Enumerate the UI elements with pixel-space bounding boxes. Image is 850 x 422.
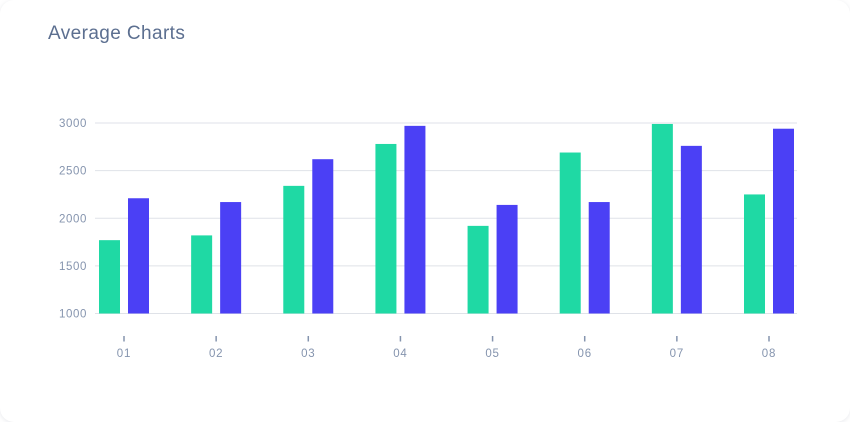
y-axis-label: 2000 [59,213,87,225]
bar-green-08[interactable] [744,194,765,314]
y-axis-label: 3000 [59,118,87,130]
bar-blue-05[interactable] [496,204,518,314]
x-axis-label: 03 [301,348,315,360]
x-axis-label: 02 [209,348,223,360]
y-axis-label: 1500 [59,261,87,273]
y-axis-label: 1000 [59,309,87,321]
x-axis-label: 08 [762,348,776,360]
bar-green-06[interactable] [559,152,581,314]
chart-title: Average Charts [48,23,186,44]
y-axis-label: 2500 [59,166,87,178]
bar-green-05[interactable] [467,225,489,314]
bar-green-07[interactable] [651,123,673,314]
bar-blue-01[interactable] [128,198,149,314]
x-axis-label: 06 [578,348,592,360]
bar-green-04[interactable] [375,143,397,314]
bar-blue-07[interactable] [680,145,702,314]
bar-blue-02[interactable] [220,202,242,314]
x-axis-label: 01 [117,348,131,360]
bar-blue-03[interactable] [312,159,334,314]
bar-blue-04[interactable] [404,125,426,314]
bar-green-01[interactable] [99,240,120,314]
x-axis-label: 05 [485,348,499,360]
x-axis-label: 07 [670,348,684,360]
bar-green-02[interactable] [191,235,213,314]
bar-blue-06[interactable] [588,202,610,314]
x-axis-label: 04 [393,348,407,360]
bar-blue-08[interactable] [773,128,794,314]
bar-green-03[interactable] [283,185,305,314]
